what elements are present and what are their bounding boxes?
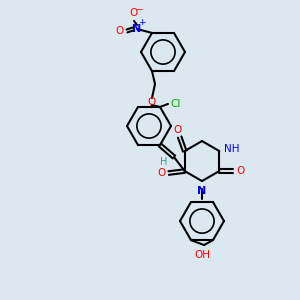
Text: H: H: [160, 157, 168, 167]
Text: O: O: [115, 26, 123, 36]
Text: NH: NH: [224, 144, 240, 154]
Text: N: N: [132, 24, 142, 34]
Text: O: O: [236, 166, 244, 176]
Text: O: O: [129, 8, 137, 18]
Text: OH: OH: [194, 250, 210, 260]
Text: −: −: [135, 4, 143, 14]
Text: O: O: [174, 125, 182, 135]
Text: +: +: [138, 18, 146, 27]
Text: O: O: [158, 168, 166, 178]
Text: Cl: Cl: [171, 99, 181, 109]
Text: O: O: [148, 97, 156, 107]
Text: N: N: [197, 186, 207, 196]
